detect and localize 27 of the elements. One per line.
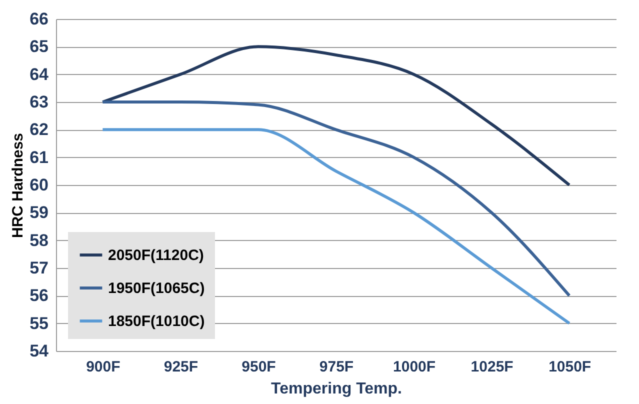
x-axis-title: Tempering Temp. <box>271 380 402 398</box>
y-tick-label: 59 <box>30 203 48 222</box>
line-series <box>101 45 571 186</box>
x-tick-label: 925F <box>164 358 198 376</box>
y-tick-label: 57 <box>30 258 48 278</box>
x-tick-label: 900F <box>86 358 120 376</box>
x-tick-label: 975F <box>319 358 354 376</box>
y-tick-label: 54 <box>30 342 50 360</box>
legend-label: 2050F(1120C) <box>108 247 204 264</box>
line-series <box>101 100 571 298</box>
x-tick-label: 1025F <box>470 358 514 376</box>
y-axis-title: HRC Hardness <box>10 132 27 238</box>
y-tick-label: 64 <box>30 64 50 84</box>
x-tick-label: 1050F <box>548 358 592 376</box>
y-tick-label: 62 <box>30 120 48 140</box>
legend-label: 1950F(1065C) <box>108 280 205 297</box>
y-tick-label: 56 <box>30 286 48 306</box>
y-tick-label: 61 <box>30 148 48 167</box>
x-tick-label: 1000F <box>393 358 436 376</box>
x-tick-label: 950F <box>242 358 276 376</box>
y-tick-label: 58 <box>30 230 48 250</box>
y-tick-label: 60 <box>30 176 48 194</box>
y-tick-label: 55 <box>30 314 48 333</box>
y-tick-label: 66 <box>30 10 48 28</box>
y-tick-label: 63 <box>30 92 48 112</box>
legend-label: 1850F(1010C) <box>108 313 205 330</box>
y-tick-label: 65 <box>30 37 48 56</box>
